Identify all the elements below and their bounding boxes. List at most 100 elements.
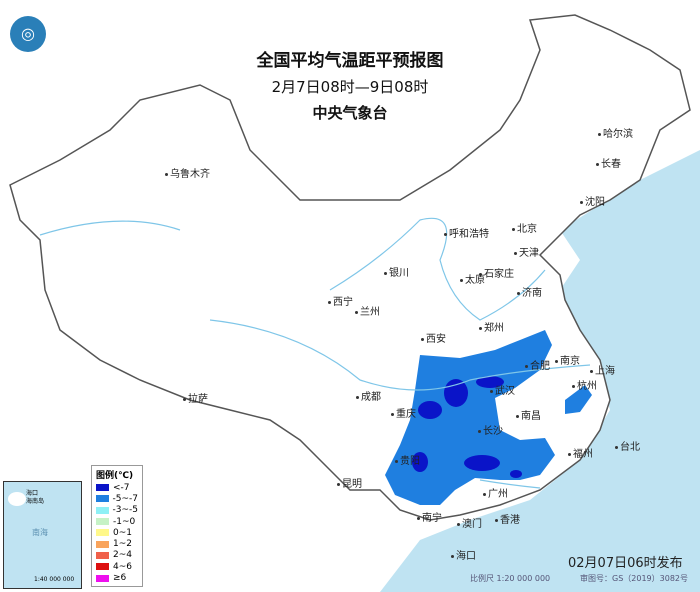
city-dot-icon bbox=[514, 251, 517, 255]
issuer: 中央气象台 bbox=[312, 104, 388, 122]
city-dot-icon bbox=[183, 397, 186, 401]
legend-label: -5~-7 bbox=[112, 493, 139, 504]
city-name: 拉萨 bbox=[188, 394, 208, 405]
city-label: 长沙 bbox=[478, 422, 503, 437]
city-dot-icon bbox=[555, 359, 558, 363]
release-time: 02月07日06时发布 bbox=[568, 556, 683, 571]
city-label: 呼和浩特 bbox=[444, 225, 489, 240]
city-name: 成都 bbox=[361, 392, 381, 403]
city-label: 武汉 bbox=[490, 382, 515, 397]
inset-sea-label: 南海 bbox=[32, 528, 48, 537]
inset-haikou: 海口 bbox=[26, 490, 39, 497]
city-name: 南京 bbox=[560, 356, 580, 367]
city-dot-icon bbox=[568, 452, 571, 456]
city-label: 贵阳 bbox=[395, 452, 420, 467]
legend-label: -3~-5 bbox=[112, 505, 139, 516]
city-label: 西安 bbox=[421, 330, 446, 345]
legend-swatch bbox=[96, 495, 109, 503]
legend-label: 0~1 bbox=[113, 527, 132, 538]
city-name: 天津 bbox=[519, 248, 539, 259]
cma-logo: ◎ bbox=[10, 16, 46, 52]
hainan-island bbox=[8, 492, 26, 506]
city-dot-icon bbox=[590, 369, 593, 373]
city-name: 西宁 bbox=[333, 297, 353, 308]
city-name: 沈阳 bbox=[585, 197, 605, 208]
city-dot-icon bbox=[525, 364, 528, 368]
cold-region-below-7 bbox=[412, 376, 522, 478]
legend-label: 4~6 bbox=[113, 561, 132, 572]
city-label: 澳门 bbox=[457, 515, 482, 530]
legend-label: -1~0 bbox=[113, 516, 136, 527]
city-label: 成都 bbox=[356, 388, 381, 403]
city-dot-icon bbox=[596, 162, 599, 166]
legend-item: -3~-5 bbox=[96, 505, 138, 516]
map-title: 全国平均气温距平预报图 bbox=[256, 51, 444, 71]
city-label: 天津 bbox=[514, 244, 539, 259]
city-label: 南宁 bbox=[417, 509, 442, 524]
city-label: 银川 bbox=[384, 264, 409, 279]
legend-item: 2~4 bbox=[96, 550, 138, 561]
inset-hainan: 海南岛 bbox=[26, 498, 45, 505]
city-name: 重庆 bbox=[396, 409, 416, 420]
city-name: 澳门 bbox=[462, 519, 482, 530]
legend-swatch bbox=[96, 518, 109, 526]
city-name: 哈尔滨 bbox=[603, 129, 633, 140]
legend-label: ≥6 bbox=[113, 573, 127, 584]
legend-item: 1~2 bbox=[96, 538, 138, 549]
city-name: 上海 bbox=[595, 366, 615, 377]
city-label: 南昌 bbox=[516, 407, 541, 422]
city-dot-icon bbox=[337, 482, 340, 486]
city-dot-icon bbox=[355, 310, 358, 314]
legend-swatch bbox=[96, 540, 109, 548]
city-dot-icon bbox=[479, 326, 482, 330]
city-label: 乌鲁木齐 bbox=[165, 165, 210, 180]
city-label: 石家庄 bbox=[479, 265, 514, 280]
city-label: 沈阳 bbox=[580, 193, 605, 208]
legend-label: <-7 bbox=[113, 482, 130, 493]
city-label: 太原 bbox=[460, 271, 485, 286]
city-name: 海口 bbox=[456, 551, 476, 562]
legend-item: ≥6 bbox=[96, 572, 138, 583]
city-dot-icon bbox=[395, 459, 398, 463]
city-dot-icon bbox=[165, 172, 168, 176]
city-label: 台北 bbox=[615, 438, 640, 453]
city-name: 南宁 bbox=[422, 513, 442, 524]
city-name: 南昌 bbox=[521, 411, 541, 422]
map-number: 审图号：GS（2019）3082号 bbox=[580, 574, 688, 583]
city-name: 呼和浩特 bbox=[449, 229, 489, 240]
city-dot-icon bbox=[391, 412, 394, 416]
city-name: 福州 bbox=[573, 449, 593, 460]
city-name: 太原 bbox=[465, 275, 485, 286]
city-name: 杭州 bbox=[577, 381, 597, 392]
city-name: 贵阳 bbox=[400, 456, 420, 467]
city-name: 广州 bbox=[488, 489, 508, 500]
city-dot-icon bbox=[421, 337, 424, 341]
city-name: 合肥 bbox=[530, 361, 550, 372]
legend-item: 4~6 bbox=[96, 561, 138, 572]
city-dot-icon bbox=[512, 227, 515, 231]
legend-item: -5~-7 bbox=[96, 493, 138, 504]
city-label: 广州 bbox=[483, 485, 508, 500]
city-name: 西安 bbox=[426, 334, 446, 345]
city-dot-icon bbox=[328, 300, 331, 304]
city-name: 长沙 bbox=[483, 426, 503, 437]
city-label: 南京 bbox=[555, 352, 580, 367]
legend-item: <-7 bbox=[96, 482, 138, 493]
cold-region-5to7-east bbox=[565, 385, 592, 414]
legend-swatch bbox=[96, 506, 109, 514]
south-china-sea-inset: 海口 海南岛 南海 1:40 000 000 bbox=[3, 481, 82, 589]
city-name: 北京 bbox=[517, 224, 537, 235]
legend-swatch bbox=[96, 574, 109, 582]
city-name: 乌鲁木齐 bbox=[170, 169, 210, 180]
city-dot-icon bbox=[495, 518, 498, 522]
legend-swatch bbox=[96, 529, 109, 537]
city-dot-icon bbox=[517, 291, 520, 295]
city-label: 合肥 bbox=[525, 357, 550, 372]
city-label: 兰州 bbox=[355, 303, 380, 318]
city-label: 长春 bbox=[596, 155, 621, 170]
city-label: 重庆 bbox=[391, 405, 416, 420]
forecast-period: 2月7日08时—9日08时 bbox=[271, 78, 429, 96]
city-dot-icon bbox=[444, 232, 447, 236]
city-label: 拉萨 bbox=[183, 390, 208, 405]
city-name: 石家庄 bbox=[484, 269, 514, 280]
